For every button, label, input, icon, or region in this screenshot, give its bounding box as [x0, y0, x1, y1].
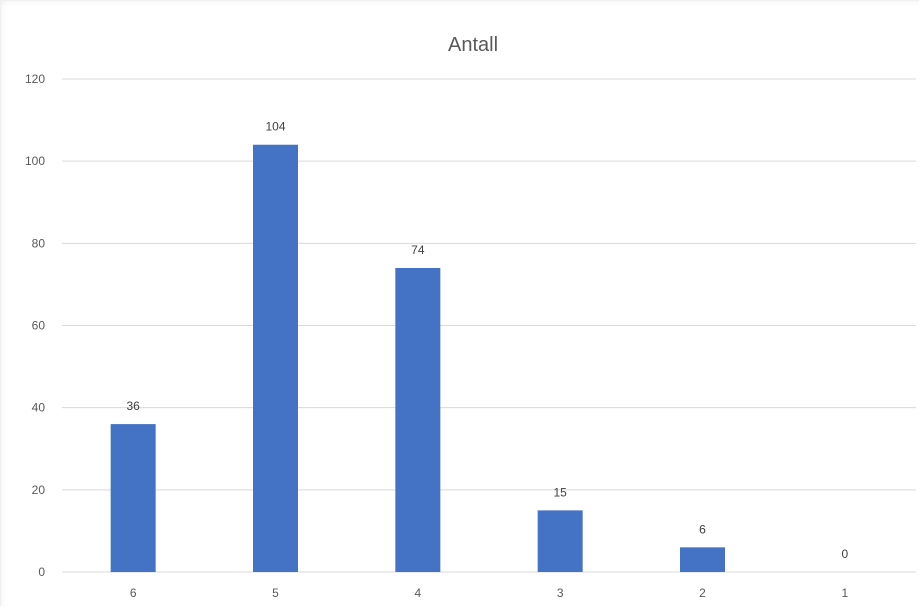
x-tick-label-6: 6 — [130, 586, 137, 600]
y-tick-label: 40 — [32, 401, 46, 415]
y-tick-label: 120 — [25, 72, 45, 86]
data-label-2: 6 — [699, 522, 706, 536]
y-tick-label: 20 — [32, 483, 46, 497]
chart-title: Antall — [448, 34, 498, 56]
y-tick-label: 60 — [32, 319, 46, 333]
data-label-5: 104 — [265, 120, 285, 134]
bar-3 — [537, 510, 583, 572]
data-labels: 36 104 74 15 6 0 — [126, 120, 848, 561]
bar-4 — [395, 267, 441, 572]
x-tick-label-5: 5 — [272, 586, 279, 600]
bar-6 — [110, 424, 156, 572]
y-axis-tick-labels: 0 20 40 60 80 100 120 — [25, 72, 45, 579]
x-tick-label-3: 3 — [557, 586, 564, 600]
data-label-3: 15 — [553, 485, 567, 499]
y-tick-label: 0 — [38, 565, 45, 579]
data-label-1: 0 — [841, 547, 848, 561]
bar-2 — [680, 547, 725, 572]
x-tick-label-4: 4 — [414, 586, 421, 600]
x-axis-tick-labels: 6 5 4 3 2 1 — [130, 586, 849, 600]
gridlines — [62, 78, 916, 573]
bars — [110, 144, 725, 572]
bar-5 — [253, 144, 298, 572]
data-label-4: 74 — [411, 243, 425, 257]
x-tick-label-2: 2 — [699, 586, 706, 600]
y-tick-label: 100 — [25, 154, 45, 168]
y-tick-label: 80 — [32, 236, 46, 250]
data-label-6: 36 — [126, 399, 140, 413]
x-tick-label-1: 1 — [841, 586, 848, 600]
